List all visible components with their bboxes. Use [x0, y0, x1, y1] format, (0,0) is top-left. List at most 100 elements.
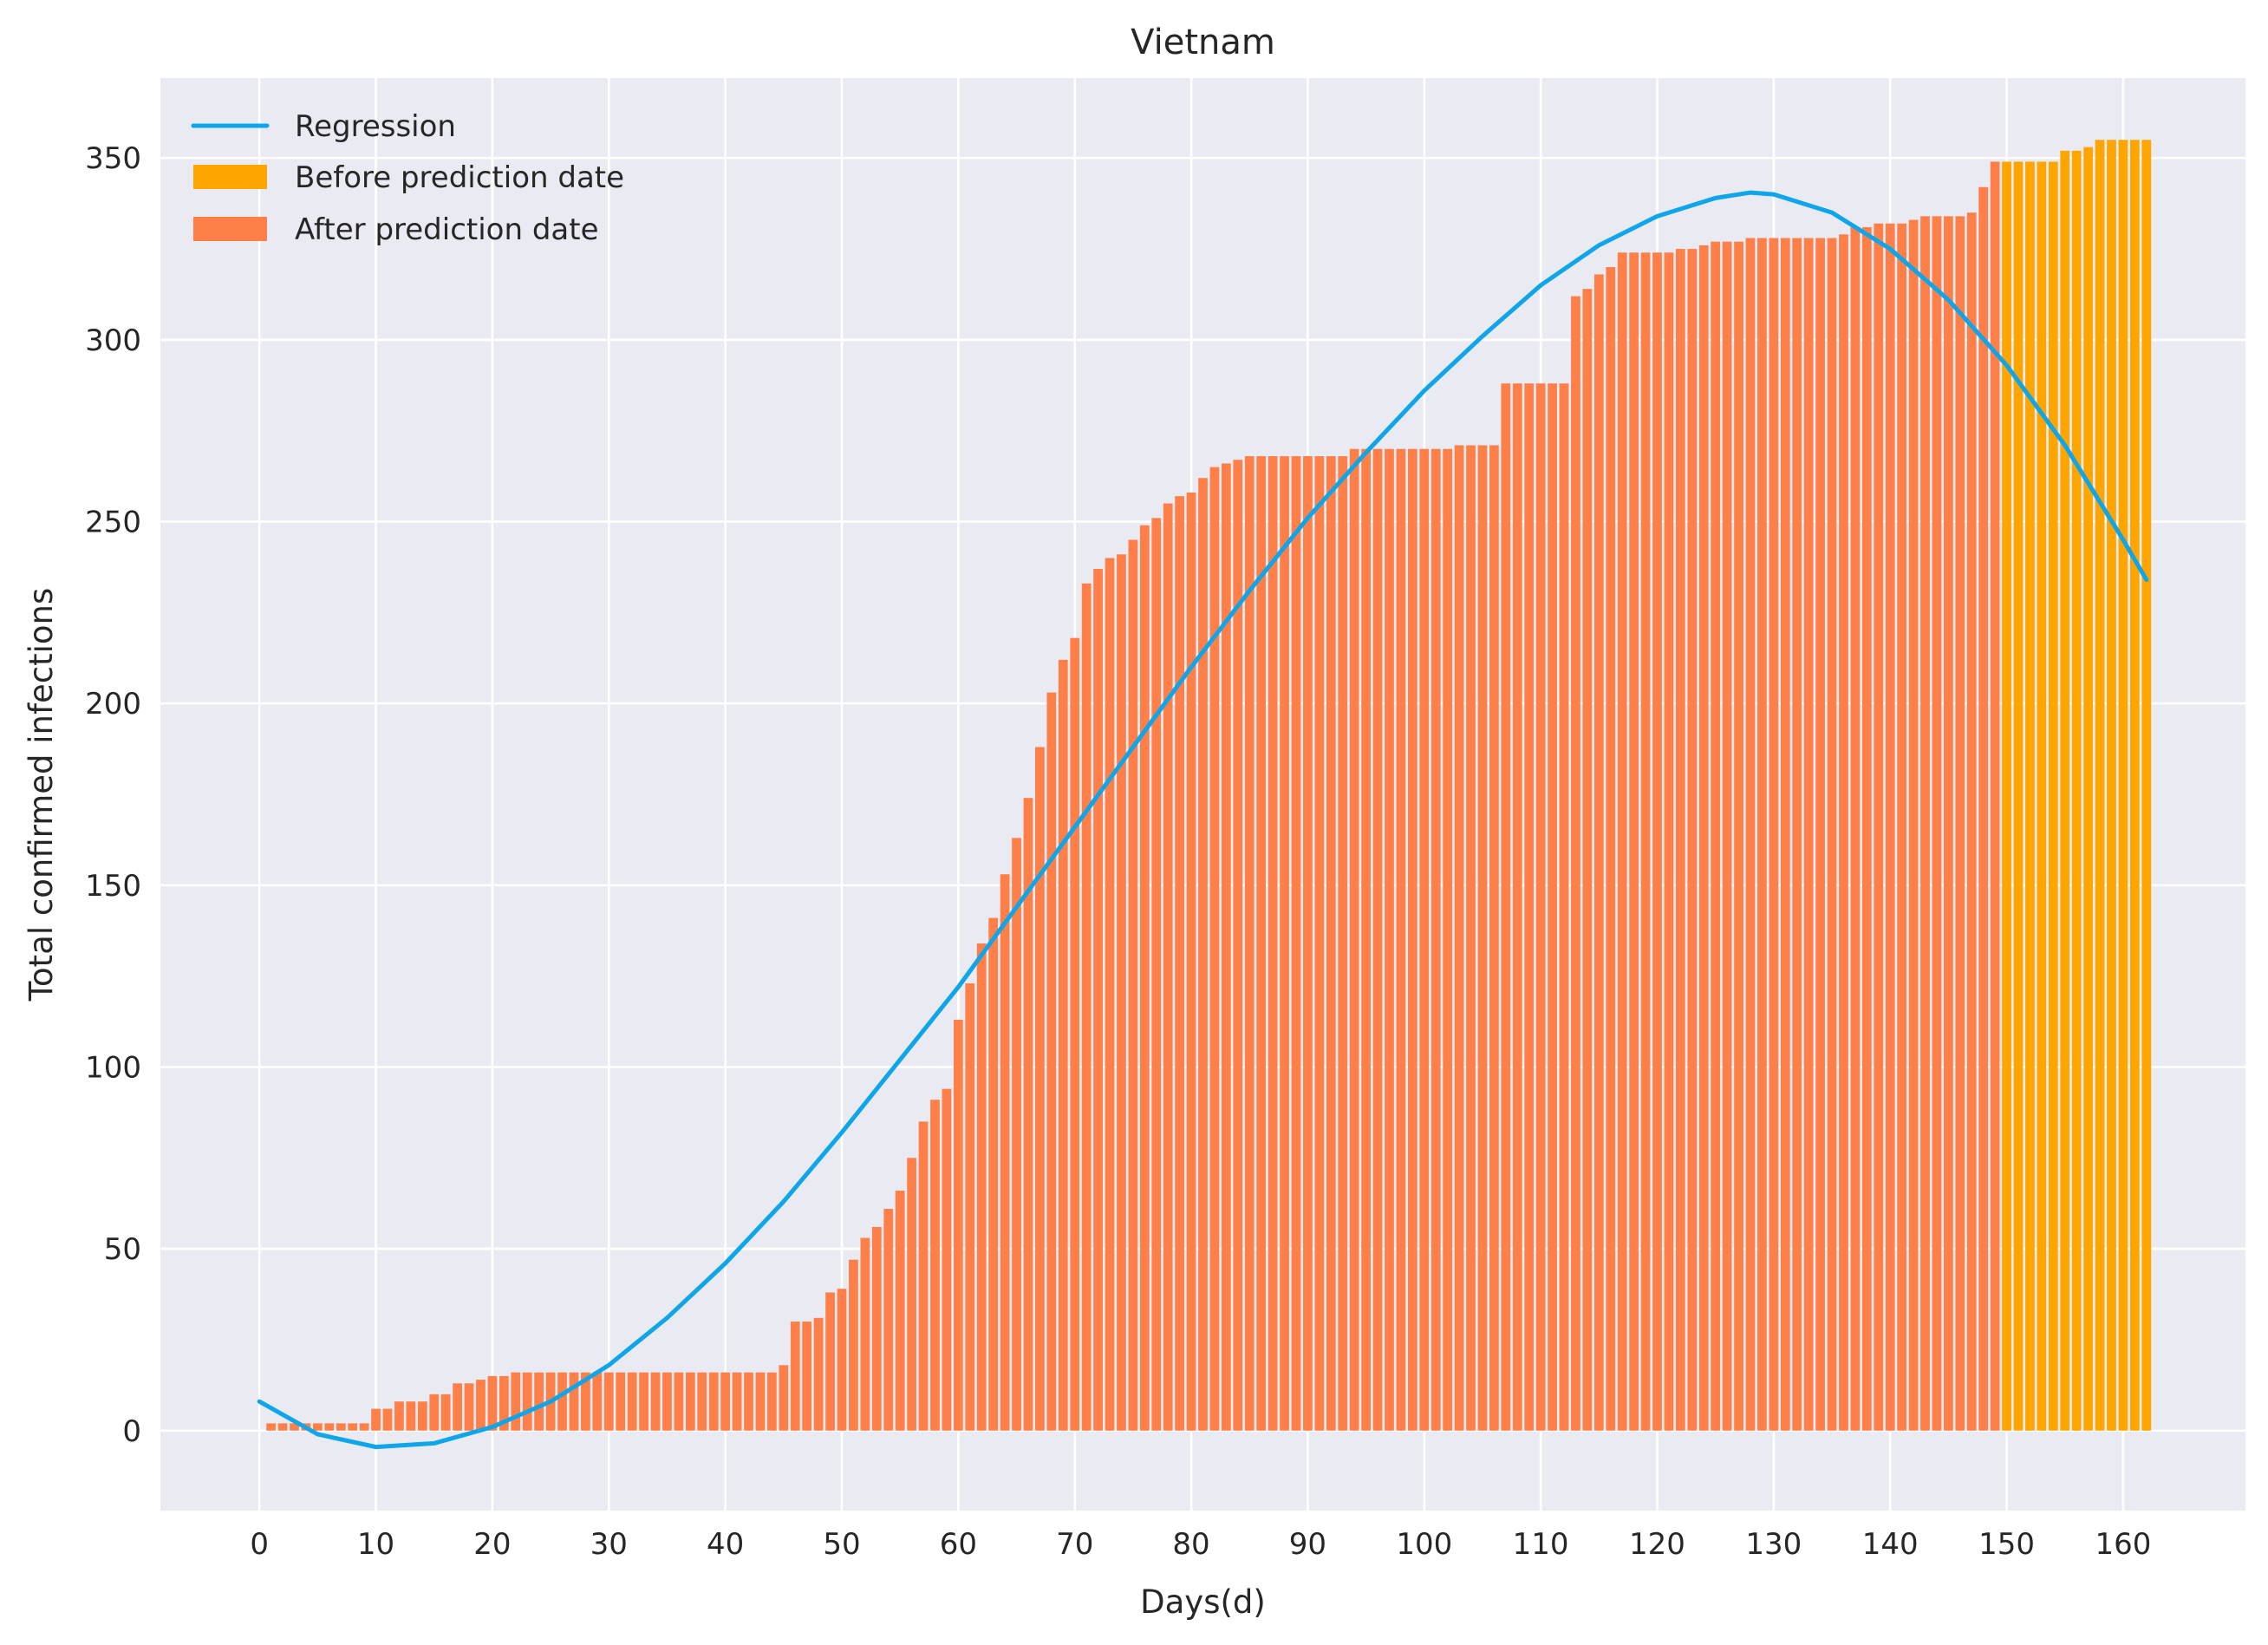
bar-after-prediction [1175, 496, 1185, 1431]
bar-after-prediction [1734, 241, 1743, 1431]
bar-after-prediction [1303, 456, 1313, 1431]
bar-after-prediction [1501, 383, 1511, 1431]
y-tick-label: 0 [122, 1414, 141, 1449]
bar-after-prediction [1944, 216, 1953, 1431]
bar-after-prediction [1443, 448, 1453, 1431]
bar-after-prediction [755, 1372, 766, 1431]
bar-after-prediction [1326, 456, 1336, 1431]
bar-after-prediction [1361, 448, 1371, 1431]
bar-after-prediction [1722, 241, 1732, 1431]
bar-after-prediction [1117, 554, 1126, 1431]
bar-after-prediction [1081, 583, 1092, 1431]
bar-after-prediction [1280, 456, 1289, 1431]
bar-after-prediction [907, 1158, 916, 1431]
bar-after-prediction [1000, 874, 1010, 1431]
bar-after-prediction [1874, 223, 1884, 1431]
bar-after-prediction [324, 1423, 335, 1431]
bar-after-prediction [1163, 503, 1173, 1431]
bar-after-prediction [382, 1408, 393, 1431]
bar-after-prediction [813, 1317, 824, 1431]
bar-after-prediction [790, 1321, 800, 1431]
bar-after-prediction [476, 1380, 486, 1431]
bar-after-prediction [1338, 456, 1348, 1431]
bar-after-prediction [662, 1372, 672, 1431]
bar-after-prediction [1582, 289, 1593, 1431]
bar-before-prediction [2037, 161, 2047, 1431]
bar-after-prediction [1233, 460, 1243, 1431]
x-tick-label: 120 [1629, 1527, 1685, 1562]
x-tick-label: 40 [707, 1527, 744, 1562]
bar-after-prediction [1256, 456, 1267, 1431]
bar-after-prediction [953, 1019, 963, 1431]
bar-after-prediction [837, 1289, 847, 1431]
regression-line-group [257, 190, 2149, 1450]
bar-after-prediction [616, 1372, 626, 1431]
bar-after-prediction [1792, 238, 1802, 1431]
bar-after-prediction [1244, 456, 1255, 1431]
y-axis-label: Total confirmed infections [23, 588, 60, 1002]
bar-after-prediction [976, 943, 987, 1431]
bar-after-prediction [1897, 223, 1907, 1431]
bar-after-prediction [1268, 456, 1278, 1431]
x-tick-label: 80 [1172, 1527, 1209, 1562]
bar-after-prediction [1454, 445, 1464, 1431]
x-tick-label: 130 [1745, 1527, 1802, 1562]
bar-after-prediction [313, 1423, 323, 1431]
bar-after-prediction [1652, 252, 1662, 1431]
bar-after-prediction [592, 1372, 603, 1431]
x-tick-labels: 0 10 20 30 40 50 60 70 80 90 100 110 120 130 140 150 160 [250, 1527, 2151, 1562]
legend-swatch-before [193, 165, 267, 189]
x-tick-label: 50 [823, 1527, 860, 1562]
bar-after-prediction [1524, 383, 1535, 1431]
x-tick-label: 70 [1056, 1527, 1093, 1562]
bar-after-prediction [1198, 478, 1208, 1431]
y-tick-label: 300 [85, 323, 141, 358]
y-tick-labels: 0 50 100 150 200 250 300 350 [85, 141, 141, 1449]
bar-after-prediction [1489, 445, 1499, 1431]
bar-after-prediction [569, 1372, 579, 1431]
bar-before-prediction [2083, 147, 2093, 1431]
bar-after-prediction [988, 917, 999, 1431]
bar-after-prediction [825, 1292, 835, 1431]
bar-after-prediction [942, 1088, 952, 1431]
bar-after-prediction [697, 1372, 707, 1431]
bar-after-prediction [290, 1423, 299, 1431]
bar-after-prediction [1314, 456, 1325, 1431]
bar-after-prediction [1593, 274, 1604, 1431]
bar-after-prediction [1093, 569, 1103, 1431]
bar-after-prediction [371, 1408, 381, 1431]
bar-after-prediction [1186, 492, 1196, 1431]
bar-after-prediction [277, 1423, 288, 1431]
bar-after-prediction [1209, 467, 1220, 1431]
bar-after-prediction [1839, 234, 1848, 1431]
bar-after-prediction [685, 1372, 695, 1431]
bar-after-prediction [1385, 448, 1394, 1431]
bar-after-prediction [1139, 525, 1150, 1431]
bar-after-prediction [1606, 267, 1616, 1431]
legend: Regression Before prediction date After … [191, 109, 624, 247]
bar-group [266, 140, 2152, 1431]
bar-before-prediction [2129, 140, 2140, 1431]
bar-before-prediction [2025, 161, 2035, 1431]
bar-after-prediction [1640, 252, 1651, 1431]
x-tick-label: 150 [1978, 1527, 2035, 1562]
bar-after-prediction [1617, 252, 1627, 1431]
y-tick-label: 150 [85, 869, 141, 904]
y-tick-label: 200 [85, 687, 141, 721]
bar-after-prediction [1571, 296, 1580, 1431]
bar-after-prediction [1419, 448, 1430, 1431]
x-axis-label: Days(d) [1140, 1583, 1266, 1621]
bar-after-prediction [1745, 238, 1756, 1431]
bar-before-prediction [2048, 161, 2058, 1431]
bar-after-prediction [348, 1423, 358, 1431]
bar-before-prediction [2013, 161, 2024, 1431]
bar-after-prediction [1023, 798, 1033, 1431]
x-tick-label: 140 [1862, 1527, 1919, 1562]
bar-after-prediction [464, 1383, 474, 1431]
bar-after-prediction [511, 1372, 521, 1431]
bar-after-prediction [266, 1423, 277, 1431]
x-tick-label: 160 [2095, 1527, 2151, 1562]
bar-after-prediction [779, 1365, 789, 1431]
bar-after-prediction [429, 1394, 440, 1431]
bar-after-prediction [1885, 223, 1895, 1431]
